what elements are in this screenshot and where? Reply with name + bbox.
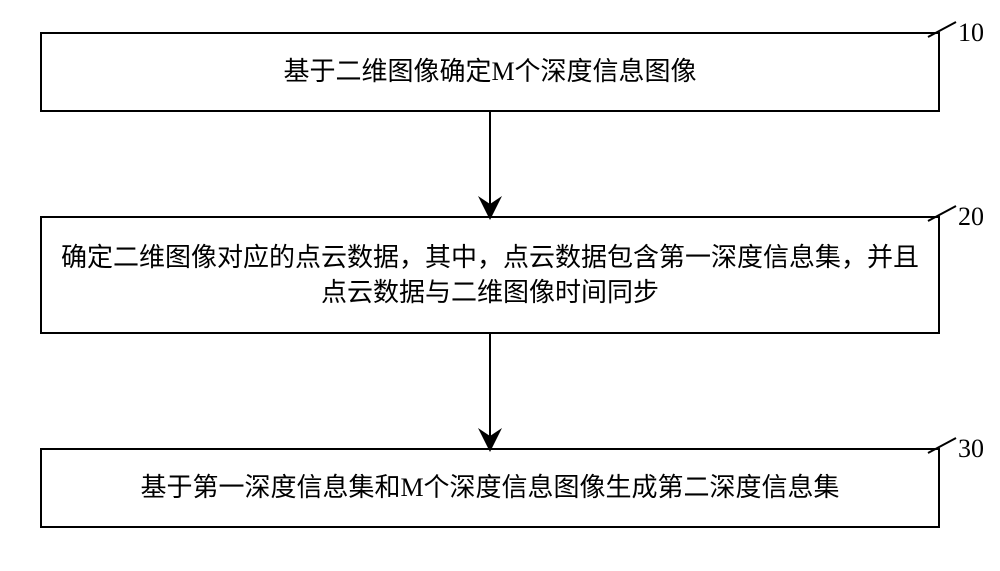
flow-node-label: 确定二维图像对应的点云数据，其中，点云数据包含第一深度信息集，并且点云数据与二维… [42,240,938,310]
flow-edge [478,112,502,216]
flow-edge [478,334,502,448]
leader-segment [928,206,956,221]
flow-node-step10: 基于二维图像确定M个深度信息图像 [40,32,940,112]
flow-node-label: 基于二维图像确定M个深度信息图像 [269,54,710,89]
leader-segment [928,438,956,453]
leader-segment [928,22,956,37]
flow-node-step30: 基于第一深度信息集和M个深度信息图像生成第二深度信息集 [40,448,940,528]
flow-node-tag: 20 [958,202,984,232]
flow-node-step20: 确定二维图像对应的点云数据，其中，点云数据包含第一深度信息集，并且点云数据与二维… [40,216,940,334]
flow-node-tag: 30 [958,434,984,464]
flowchart-canvas: 基于二维图像确定M个深度信息图像 10 确定二维图像对应的点云数据，其中，点云数… [0,0,1000,571]
leader-line [927,205,957,222]
flow-node-label: 基于第一深度信息集和M个深度信息图像生成第二深度信息集 [126,470,853,505]
leader-line [927,21,957,38]
flow-node-tag: 10 [958,18,984,48]
leader-line [927,437,957,454]
